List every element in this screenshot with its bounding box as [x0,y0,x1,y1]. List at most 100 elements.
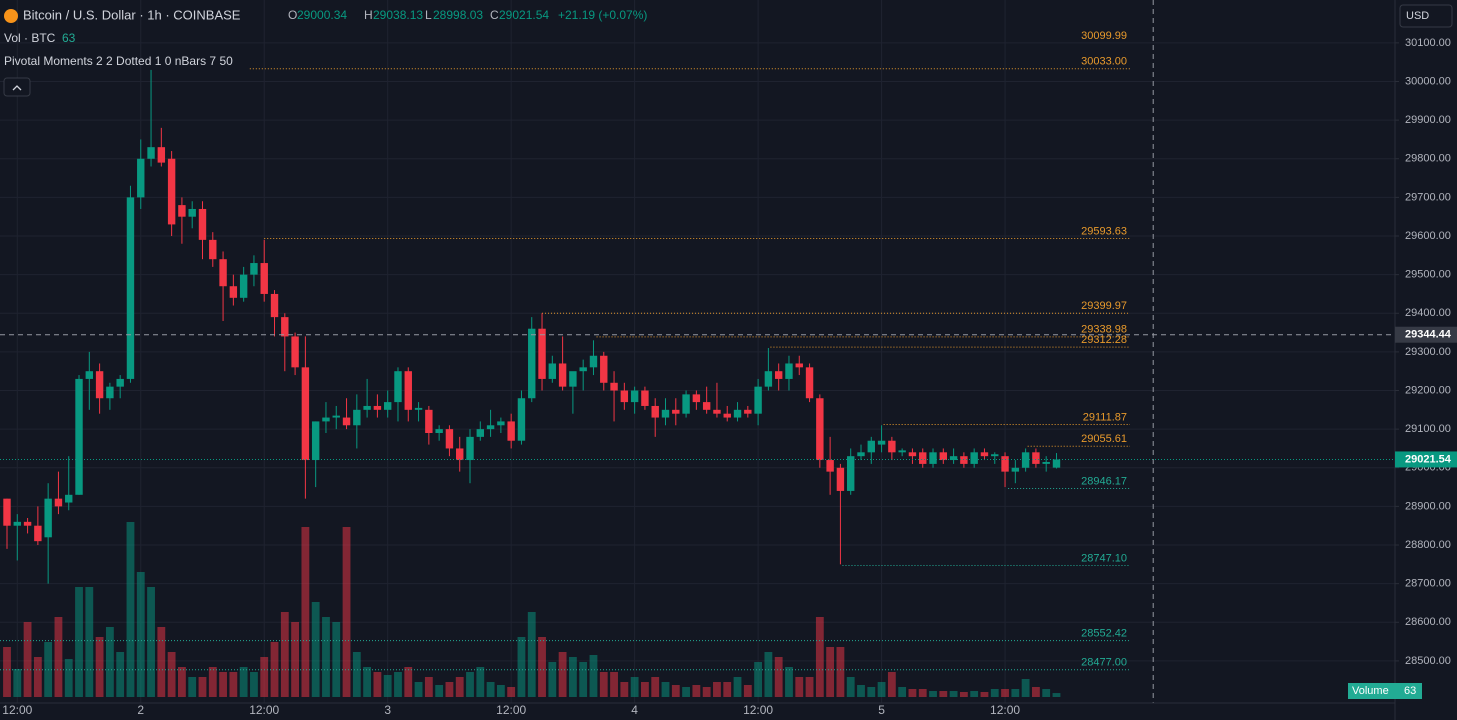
volume-bar [661,682,670,697]
candle-body [167,158,176,225]
volume-tag [1348,683,1422,699]
symbol-title: Bitcoin / U.S. Dollar · 1h · COINBASE [23,7,241,22]
volume-bar [1031,687,1040,697]
y-tick-label: 28600.00 [1405,616,1451,628]
volume-bar [352,652,361,697]
volume-bar [1001,689,1009,697]
volume-bar [980,692,989,697]
candle-body [569,371,577,387]
volume-bar [54,617,63,697]
volume-bar [651,677,660,697]
volume-bar [342,527,351,697]
candle-body [898,450,906,453]
candle-body [672,409,680,414]
volume-bar [713,682,721,697]
pivot-level-label: 29055.61 [1081,433,1127,445]
volume-bar [116,652,125,697]
candle-body [847,456,855,491]
volume-bar [311,602,320,697]
candle-body [219,259,227,287]
candle-body [579,367,587,372]
pivot-level-label: 29312.28 [1081,334,1127,346]
candle-body [332,415,340,418]
pivot-level-label: 30033.00 [1081,56,1127,68]
candle-body [394,371,402,403]
y-tick-label: 29900.00 [1405,114,1451,126]
candle-body [929,452,937,464]
candle-body [65,494,73,503]
volume-bar [13,669,22,697]
volume-bar [3,647,11,697]
volume-bar [908,689,917,697]
y-tick-label: 29400.00 [1405,307,1451,319]
volume-bar [877,682,886,697]
pivot-level-label: 28747.10 [1081,552,1127,564]
volume-bar [373,672,382,697]
volume-bar [383,675,392,697]
candle-body [126,197,135,379]
volume-bar [743,685,752,697]
volume-bar [157,627,166,697]
volume-bar [887,672,896,697]
candle-body [970,452,978,464]
candle-body [991,454,999,457]
candle-body [507,421,515,441]
x-tick-label: 2 [137,703,144,717]
volume-bar [805,677,814,697]
volume-bar [949,691,958,697]
currency-label[interactable]: USD [1406,10,1429,22]
candle-body [651,405,659,418]
last-price-label: 29021.54 [1405,453,1452,465]
candle-body [919,452,927,464]
candle-body [877,440,886,445]
candle-body [270,293,279,318]
chevron-icon[interactable] [12,85,22,91]
pivot-level-label: 29111.87 [1083,411,1127,423]
x-tick-label: 12:00 [990,703,1020,717]
volume-bar [301,527,310,697]
candle-body [3,498,11,526]
pivot-level-label: 28552.42 [1081,628,1127,640]
volume-bar [733,677,742,697]
candle-body [116,378,124,387]
volume-bar [126,522,135,697]
currency-box[interactable] [1399,4,1453,28]
candle-body [497,421,505,426]
ohlc-value: 29000.34 [297,8,347,22]
y-tick-label: 29700.00 [1405,191,1451,203]
candle-body [445,429,454,449]
y-tick-label: 29200.00 [1405,384,1451,396]
candle-body [641,390,649,406]
candle-body [723,413,731,418]
candle-body [805,367,814,399]
volume-bar [918,689,927,697]
y-tick-label: 28700.00 [1405,578,1451,590]
candle-body [1021,452,1030,468]
volume-bar [476,667,485,697]
volume-bar [764,652,773,697]
y-tick-label: 28900.00 [1405,500,1451,512]
candle-body [939,452,948,461]
collapse-button-box[interactable] [3,77,31,97]
collapse-button[interactable] [3,77,31,97]
volume-bar [291,622,300,697]
volume-tag-value: 63 [1404,685,1416,697]
candle-body [425,409,433,434]
x-tick-label: 3 [384,703,391,717]
pivot-level-label: 29338.98 [1081,324,1127,336]
y-tick-label: 29300.00 [1405,346,1451,358]
candle-body [476,429,485,437]
candle-body [137,158,145,198]
pivot-level-label: 28477.00 [1081,657,1127,669]
ohlc-value: 28998.03 [433,8,483,22]
ohlc-key: H [364,8,373,22]
volume-bar [548,662,557,697]
volume-bar [1021,679,1030,697]
volume-bar [815,617,824,697]
candle-body [435,429,443,434]
candle-body [404,371,412,410]
volume-bar [527,612,536,697]
volume-bar [75,587,83,697]
candle-body [188,208,196,217]
